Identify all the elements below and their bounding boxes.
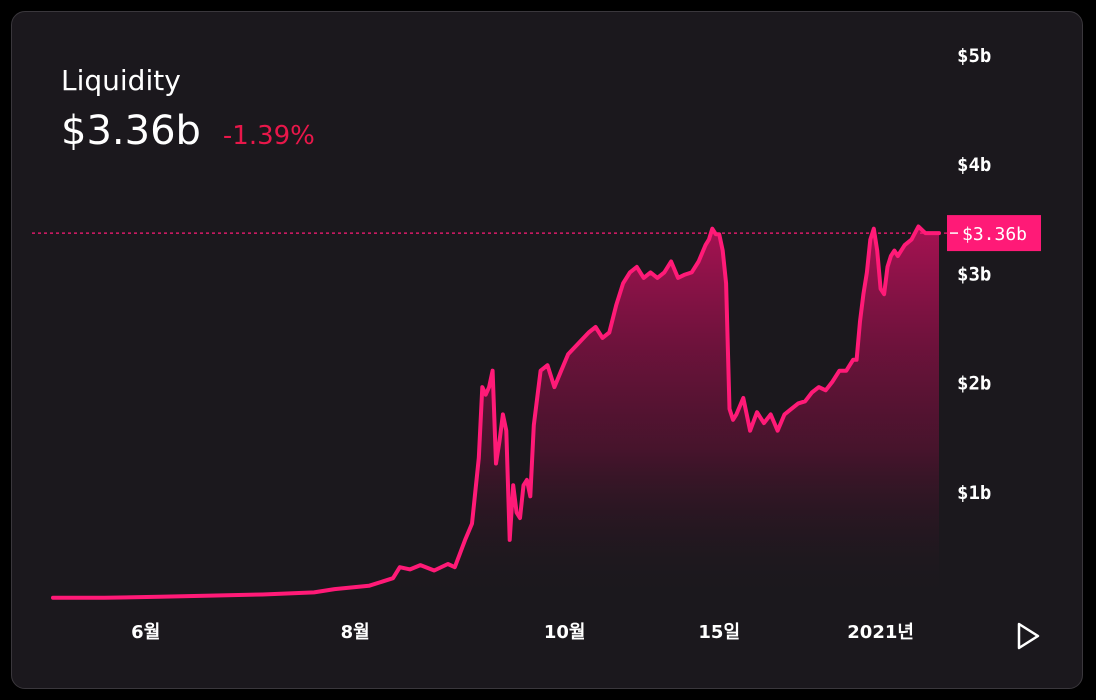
y-tick-label: $3b <box>957 263 991 285</box>
current-value: $3.36b <box>61 108 201 154</box>
play-button[interactable] <box>1016 621 1042 651</box>
y-tick-label: $1b <box>957 482 991 504</box>
liquidity-chart: $1b $2b $3b $4b $5b 6월 8월 10월 15일 2021년 $3.36b <box>32 45 1041 643</box>
chart-header: Liquidity $3.36b -1.39% <box>61 64 315 154</box>
current-value-label: $3.36b <box>962 224 1027 245</box>
x-tick-label: 2021년 <box>847 622 914 643</box>
y-tick-label: $5b <box>957 45 991 67</box>
x-tick-label: 15일 <box>698 622 740 643</box>
liquidity-card: $1b $2b $3b $4b $5b 6월 8월 10월 15일 2021년 $3.36b L… <box>11 11 1083 689</box>
value-row: $3.36b -1.39% <box>61 108 315 154</box>
area-fill <box>53 226 939 600</box>
current-value-label-bg <box>947 215 1041 252</box>
y-tick-label: $2b <box>957 373 991 395</box>
chart-title: Liquidity <box>61 64 181 97</box>
y-tick-label: $4b <box>957 154 991 176</box>
play-icon <box>1017 622 1040 650</box>
x-tick-label: 10월 <box>544 622 586 643</box>
change-percent: -1.39% <box>222 121 315 151</box>
series-line <box>51 224 941 600</box>
x-tick-label: 8월 <box>341 622 370 643</box>
x-tick-label: 6월 <box>131 622 160 643</box>
